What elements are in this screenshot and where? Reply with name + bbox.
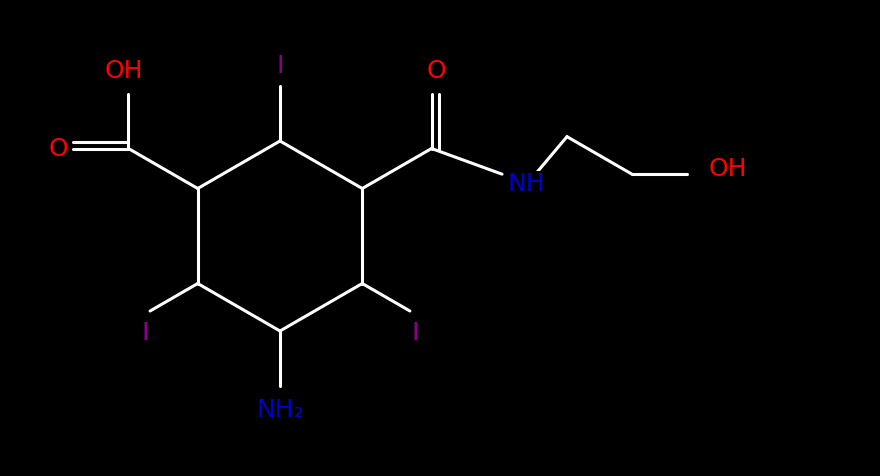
Text: I: I: [411, 321, 419, 345]
Text: I: I: [276, 54, 283, 78]
Text: I: I: [142, 321, 149, 345]
Text: O: O: [427, 60, 446, 83]
Text: NH: NH: [507, 172, 545, 196]
Text: OH: OH: [104, 60, 143, 83]
Text: OH: OH: [709, 157, 747, 181]
Text: O: O: [48, 137, 69, 160]
Text: NH₂: NH₂: [256, 398, 304, 422]
